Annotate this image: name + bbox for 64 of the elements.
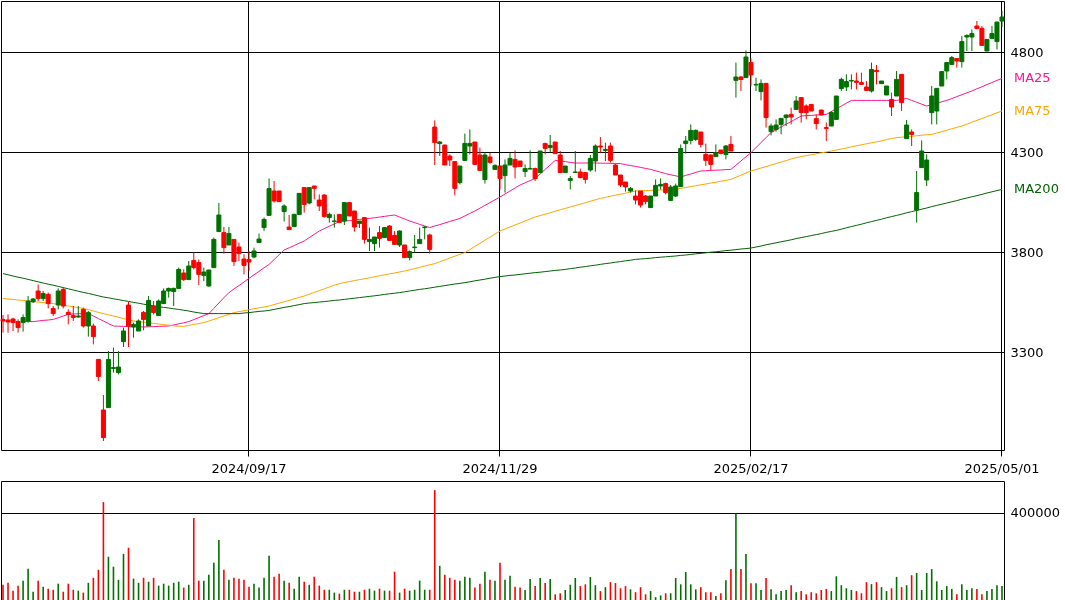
candlestick — [753, 77, 759, 92]
candlestick — [904, 119, 910, 140]
candlestick — [607, 142, 613, 164]
candlestick — [221, 226, 227, 255]
y-tick-label: 400000 — [1010, 505, 1061, 521]
y-tick-label: 3800 — [1010, 244, 1044, 260]
candlestick — [55, 287, 61, 310]
candlestick — [216, 202, 222, 233]
candlestick — [85, 310, 91, 338]
candlestick — [442, 144, 448, 166]
candlestick — [823, 122, 829, 142]
candlestick — [728, 135, 734, 152]
x-tick-label: 2024/11/29 — [462, 460, 538, 476]
candlestick — [80, 307, 86, 329]
candlestick — [126, 301, 132, 348]
candlestick — [713, 143, 719, 158]
candlestick — [321, 193, 327, 219]
candlestick — [703, 143, 709, 167]
x-tick-label: 2024/09/17 — [211, 460, 287, 476]
candlestick — [141, 310, 147, 331]
series-label: MA200 — [1013, 181, 1059, 197]
candlestick — [497, 165, 503, 190]
candlestick — [738, 75, 744, 92]
series-label: MA25 — [1013, 70, 1051, 86]
y-tick-label: 4300 — [1010, 144, 1044, 160]
candlestick — [341, 202, 347, 226]
candlestick — [361, 217, 367, 245]
candlestick — [873, 64, 879, 85]
candlestick — [602, 142, 608, 162]
candlestick — [889, 92, 895, 117]
candlestick — [959, 35, 965, 69]
line-series — [2, 110, 1003, 327]
candlestick — [286, 214, 292, 231]
series-label: MA75 — [1013, 103, 1051, 118]
candlestick — [929, 85, 935, 125]
candlestick — [301, 187, 307, 214]
candlestick — [281, 203, 287, 223]
x-tick-label: 2025/05/01 — [964, 460, 1040, 476]
y-tick-label: 3300 — [1010, 344, 1044, 360]
candlestick — [522, 163, 528, 178]
candlestick — [868, 62, 874, 94]
candlestick — [120, 327, 126, 348]
candlestick — [557, 150, 563, 174]
candlestick — [377, 225, 383, 249]
candlestick — [462, 133, 468, 161]
x-tick-label: 2025/02/17 — [713, 460, 789, 476]
candlestick — [35, 283, 41, 302]
candlestick — [894, 70, 900, 97]
candlestick — [432, 119, 438, 166]
candlestick — [0, 314, 6, 334]
candlestick — [90, 323, 96, 345]
candlestick — [186, 260, 192, 281]
candlestick — [748, 57, 754, 87]
candlestick — [592, 143, 598, 173]
candlestick — [457, 165, 463, 185]
candlestick — [733, 62, 739, 99]
candlestick — [743, 49, 749, 79]
candlestick — [95, 358, 101, 382]
candlestick — [60, 287, 66, 309]
y-tick-label: 4800 — [1010, 44, 1044, 60]
candlestick — [572, 150, 578, 174]
candlestick — [537, 150, 543, 174]
candlestick — [115, 350, 121, 375]
candlestick — [331, 213, 337, 229]
